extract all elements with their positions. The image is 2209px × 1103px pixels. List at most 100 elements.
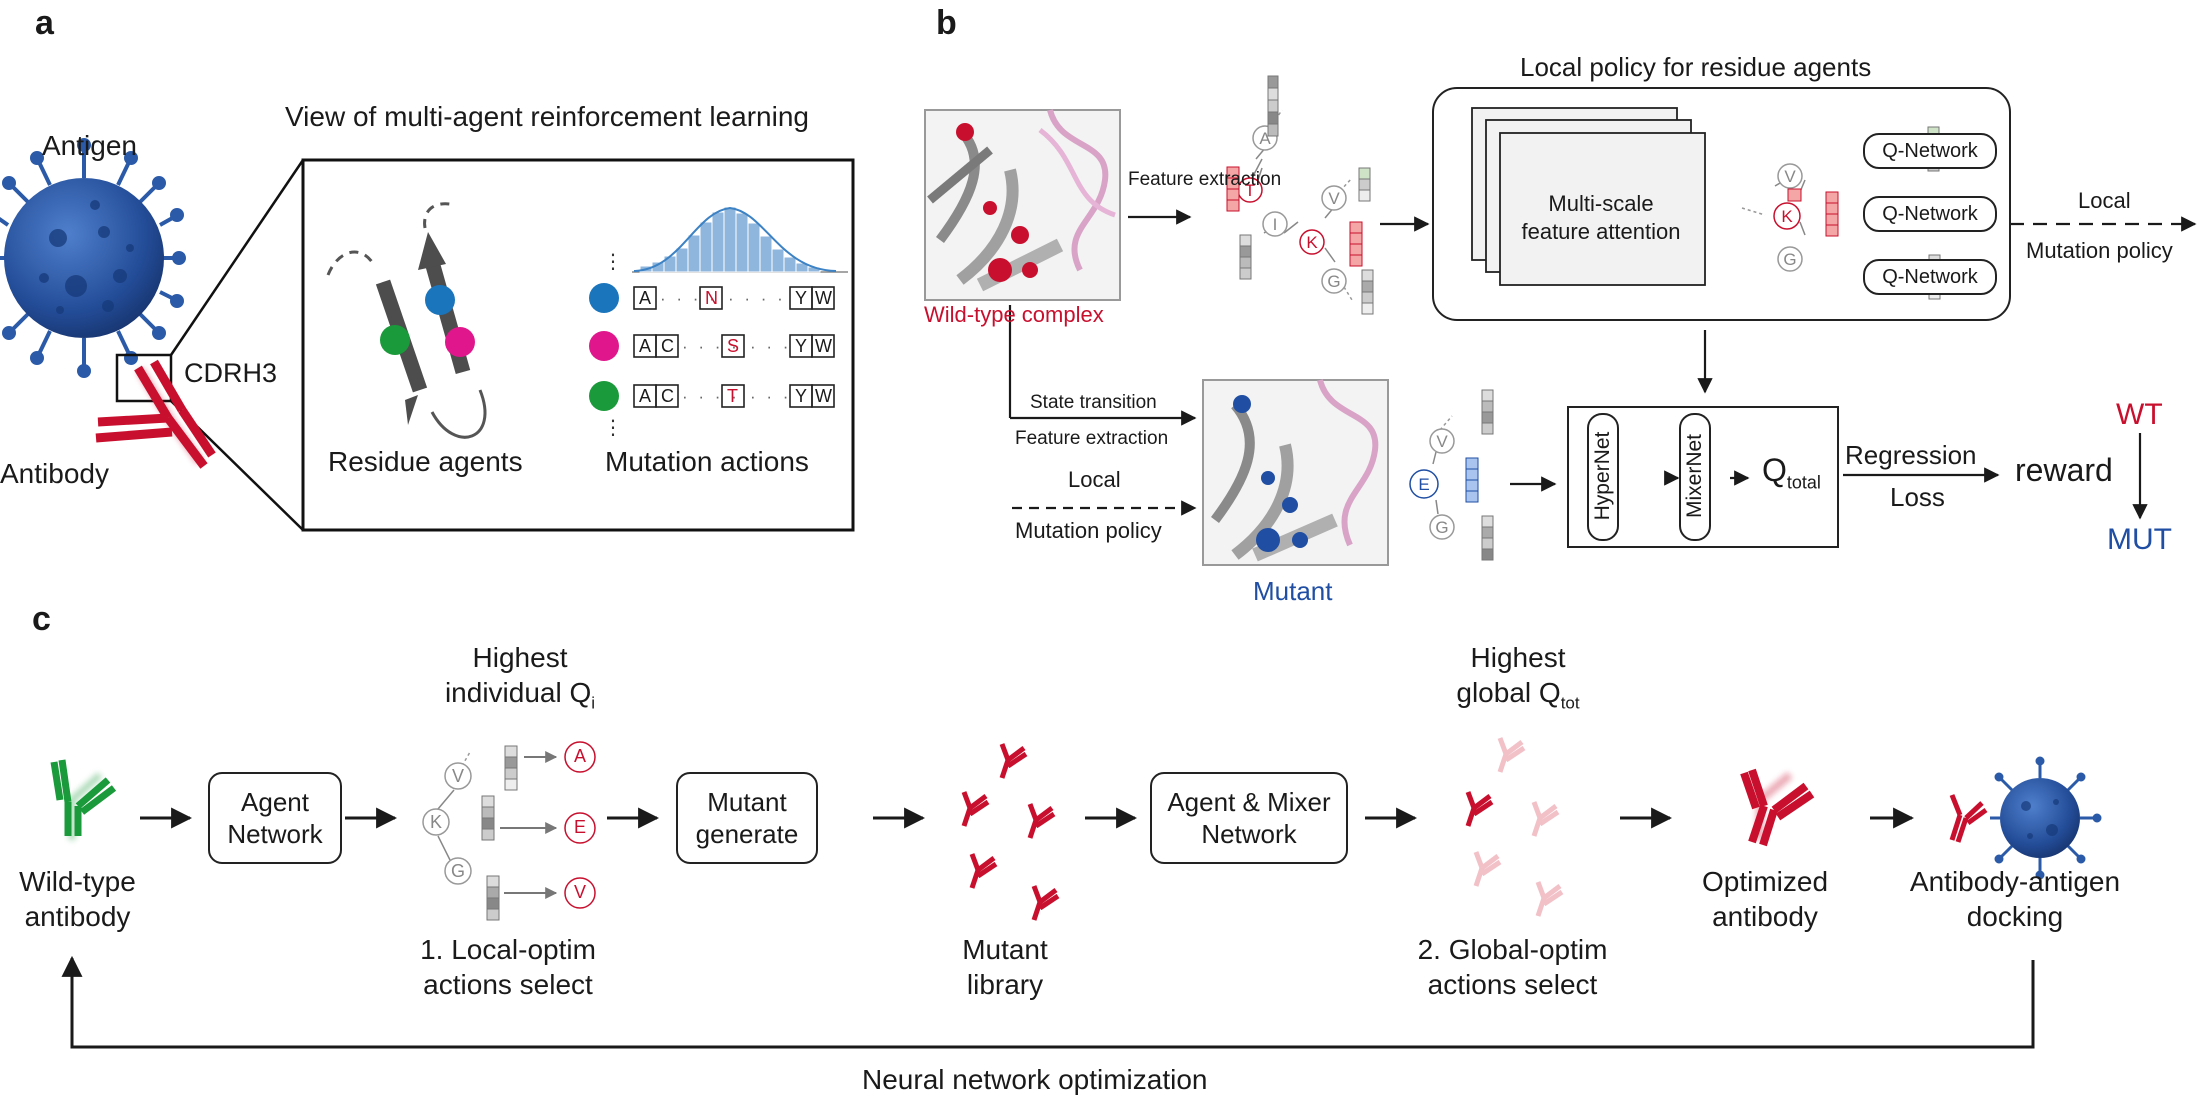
mixing-network-box [1567,406,1839,548]
svg-text:⋮: ⋮ [603,251,623,273]
svg-text:G: G [1783,250,1796,269]
action-e-label: E [574,817,587,837]
svg-text:· · · ·: · · · · [682,387,740,406]
action-a-label: A [574,746,587,766]
q-network-box-3: Q-Network [1863,259,1997,295]
row3-cell-y: Y [795,386,808,406]
row2-cell-mutated: S [727,336,740,356]
svg-text:V: V [1784,167,1796,186]
svg-text:T: T [1245,181,1255,200]
local-optim-graph: V K G [422,741,596,921]
residue-agents-hairpin [326,202,487,439]
svg-text:G: G [1327,272,1340,291]
wt-label: WT [2116,398,2163,431]
local-policy-box [1432,87,2011,321]
local-label-right: Local [2078,188,2131,213]
docking-label: Antibody-antigen docking [1909,866,2121,932]
svg-text:· · · ·: · · · · [728,289,786,308]
mutation-policy-label-right: Mutation policy [2026,238,2173,263]
antibody-icon [95,359,216,469]
row2-cell-w: W [815,336,832,356]
svg-text:· · ·: · · · [750,337,791,356]
mutation-rows: ⋮ ⋮ · · · · · · · · · · · · · · · · · · · ·… [589,251,835,439]
marl-view-box [301,158,855,532]
row3-cell-a: A [639,386,652,406]
attention-line-2: feature attention [1521,218,1681,244]
red-k-feature-bars-main [1825,191,1839,237]
mutation-policy-label-left: Mutation policy [1015,518,1162,543]
attention-label: Multi-scale feature attention [1515,190,1687,245]
q-network-box-2: Q-Network [1863,196,1997,232]
antigen-virus-icon [0,138,186,378]
row1-cell-y: Y [795,288,808,308]
residue-graph-mutant: V E G [1409,389,1494,561]
state-transition-label: State transition [1030,392,1157,413]
svg-text:⋮: ⋮ [603,417,623,439]
residue-agents-label: Residue agents [328,446,523,477]
svg-text:V: V [1328,189,1340,208]
regression-label: Regression [1845,440,1977,470]
antigen-label: Antigen [42,130,137,161]
svg-text:K: K [1781,207,1793,226]
docking-virus-icon [1990,756,2102,880]
action-distribution-histogram [632,206,848,273]
nn-optimization-label: Neural network optimization [862,1064,1208,1095]
svg-text:V: V [1436,432,1448,451]
panel-a-label: a [35,4,54,42]
feature-extraction-label-top: Feature extraction [1128,169,1282,190]
row2-cell-y: Y [795,336,808,356]
row1-cell-mutated: N [705,288,718,308]
row1-cell-w: W [815,288,832,308]
wild-type-antibody-icon [50,759,117,840]
row2-cell-a: A [639,336,652,356]
agent-blue [425,285,455,315]
row2-cell-c: C [661,336,674,356]
agent-network-box: Agent Network [208,772,342,864]
local-label-left: Local [1068,467,1121,492]
k-node-red-feature-vector [1787,188,1802,202]
feature-extraction-label-2: Feature extraction [1015,428,1169,449]
svg-text:K: K [1306,233,1318,252]
feedback-loop-arrow [61,955,2035,1049]
svg-text:· · ·: · · · [750,387,791,406]
row3-cell-c: C [661,386,674,406]
attention-line-1: Multi-scale [1548,191,1654,216]
agent-mixer-network-box: Agent & Mixer Network [1150,772,1348,864]
local-optim-label: 1. Local-optim actions select [420,934,596,1000]
mutant-structure-image [1202,379,1389,566]
cdrh3-zoom-box [115,353,173,403]
loss-label: Loss [1890,482,1945,512]
mixernet-label: MixerNet [1683,434,1706,519]
highest-individual-q-label: Highest individual Qi [444,642,596,713]
wild-type-antibody-label: Wild-type antibody [19,866,136,932]
action-v-label: V [574,882,587,902]
mutant-library-label: Mutant library [962,934,1048,1000]
marl-view-title: View of multi-agent reinforcement learni… [285,101,809,132]
docking-antibody-icon [1949,794,1988,843]
global-optim-label: 2. Global-optim actions select [1417,934,1608,1000]
mutant-generate-box: Mutant generate [676,772,818,864]
antibody-label: Antibody [0,458,109,489]
row3-cell-mutated: T [727,386,738,406]
svg-text:I: I [1273,215,1278,234]
svg-text:E: E [1418,475,1429,494]
residue-graph-top: A T I V K G [1226,75,1374,315]
svg-text:K: K [430,812,442,832]
wild-type-complex-label: Wild-type complex [924,302,1104,327]
row-dot-blue [589,283,619,313]
mutant-label: Mutant [1253,576,1333,606]
svg-text:· · · ·: · · · · [660,289,718,308]
zoom-line-top [169,159,305,356]
row-dot-green [589,381,619,411]
hypernet-label: HyperNet [1591,431,1614,521]
panel-c-label: c [32,600,51,638]
agent-magenta [445,327,475,357]
attention-card-stack [1471,107,1706,286]
q-network-box-1: Q-Network [1863,133,1997,169]
svg-text:· · · ·: · · · · [682,337,740,356]
local-policy-title: Local policy for residue agents [1520,52,1872,82]
optimized-antibody-icon [1740,768,1815,847]
svg-text:G: G [1435,518,1448,537]
svg-text:V: V [452,766,464,786]
